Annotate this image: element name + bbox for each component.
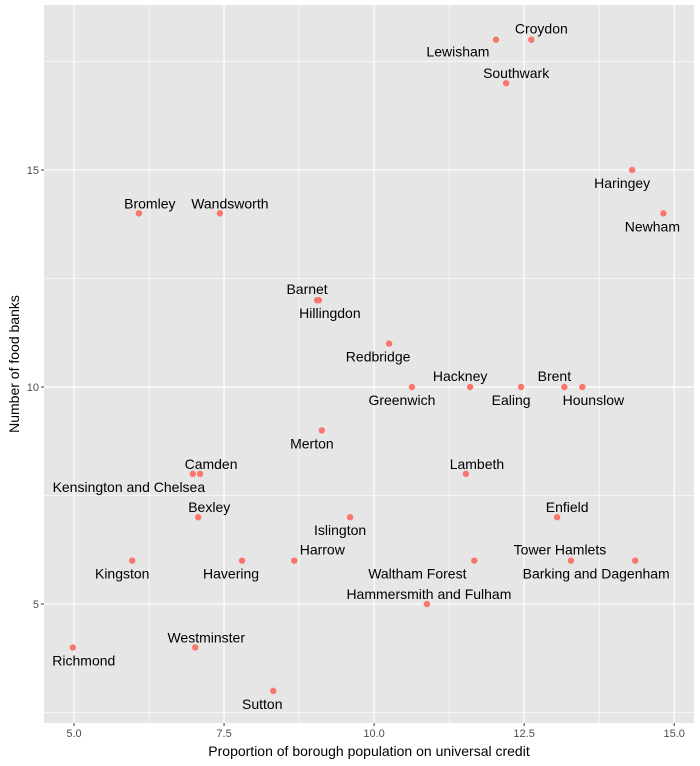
data-point — [502, 79, 510, 87]
point-label: Tower Hamlets — [514, 542, 607, 558]
y-tick-label: 10 — [27, 382, 39, 394]
data-point — [385, 340, 393, 347]
y-tick-label: 15 — [27, 165, 39, 177]
point-label: Croydon — [515, 21, 568, 37]
data-point — [471, 557, 478, 564]
y-axis-title: Number of food banks — [6, 295, 22, 433]
data-point — [346, 514, 354, 521]
data-point — [291, 557, 298, 564]
gridlines — [44, 5, 694, 723]
point-label: Barking and Dagenham — [523, 566, 670, 582]
data-point — [628, 166, 636, 174]
data-point — [189, 470, 197, 478]
point-label: Haringey — [594, 175, 650, 191]
data-point — [408, 383, 416, 391]
data-point — [631, 557, 639, 564]
data-point — [315, 296, 323, 304]
data-point — [462, 470, 470, 478]
x-axis-title: Proportion of borough population on univ… — [208, 743, 530, 759]
point-label: Sutton — [242, 696, 282, 712]
data-point — [318, 427, 326, 434]
x-tick-label: 10.0 — [363, 728, 384, 740]
y-tick-label: 5 — [33, 599, 39, 611]
point-label: Kingston — [95, 566, 149, 582]
x-tick-label: 12.5 — [513, 728, 534, 740]
data-point — [195, 514, 202, 521]
data-point — [270, 687, 277, 695]
data-point — [238, 557, 246, 564]
point-label: Newham — [625, 218, 680, 234]
point-label: Lewisham — [426, 44, 489, 60]
data-point — [492, 36, 500, 43]
x-tick-label: 7.5 — [216, 728, 231, 740]
point-label: Camden — [185, 456, 238, 472]
point-label: Wandsworth — [191, 195, 268, 211]
point-label: Hounslow — [563, 392, 625, 408]
point-label: Lambeth — [450, 456, 504, 472]
point-label: Brent — [538, 368, 572, 384]
data-point — [567, 557, 575, 564]
data-point — [466, 383, 474, 391]
point-label: Hammersmith and Fulham — [346, 586, 511, 602]
point-label: Merton — [290, 435, 334, 451]
data-point — [579, 383, 586, 391]
data-point — [216, 210, 224, 217]
point-label: Barnet — [286, 281, 327, 297]
data-point — [129, 557, 136, 564]
data-point — [528, 36, 535, 43]
point-label: Richmond — [52, 652, 115, 668]
point-label: Islington — [314, 522, 366, 538]
point-label: Harrow — [300, 542, 346, 558]
data-point — [196, 470, 204, 478]
points — [69, 36, 667, 695]
point-label: Hillingdon — [299, 305, 360, 321]
data-point — [192, 644, 199, 651]
data-point — [135, 210, 143, 217]
point-labels: Croydon Lewisham Southwark Haringey Newham Br… — [52, 21, 680, 712]
point-label: Westminster — [167, 629, 245, 645]
axis-ticks: 5 10 15 5.0 7.5 10.0 12.5 15.0 — [27, 165, 685, 740]
point-label: Hackney — [433, 368, 487, 384]
point-label: Waltham Forest — [368, 566, 466, 582]
point-label: Kensington and Chelsea — [53, 479, 206, 495]
x-tick-label: 5.0 — [66, 728, 81, 740]
point-label: Greenwich — [368, 392, 435, 408]
point-label: Ealing — [492, 392, 531, 408]
plot-panel — [44, 5, 694, 723]
data-point — [553, 514, 561, 521]
data-point — [423, 600, 431, 608]
point-label: Redbridge — [346, 349, 411, 365]
point-label: Bexley — [188, 499, 230, 515]
point-label: Bromley — [124, 195, 175, 211]
x-tick-label: 15.0 — [663, 728, 684, 740]
point-label: Southwark — [483, 65, 550, 81]
point-label: Enfield — [546, 499, 589, 515]
point-label: Havering — [203, 566, 259, 582]
data-point — [660, 210, 667, 217]
data-point — [69, 644, 77, 651]
data-point — [517, 383, 525, 391]
data-point — [561, 383, 568, 391]
